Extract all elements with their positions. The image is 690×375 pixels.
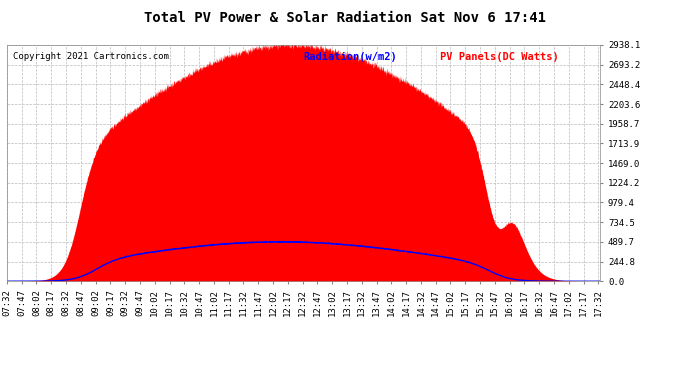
Text: Total PV Power & Solar Radiation Sat Nov 6 17:41: Total PV Power & Solar Radiation Sat Nov… <box>144 11 546 25</box>
Text: Copyright 2021 Cartronics.com: Copyright 2021 Cartronics.com <box>13 52 169 61</box>
Text: Radiation(w/m2): Radiation(w/m2) <box>304 52 397 62</box>
Text: PV Panels(DC Watts): PV Panels(DC Watts) <box>440 52 559 62</box>
